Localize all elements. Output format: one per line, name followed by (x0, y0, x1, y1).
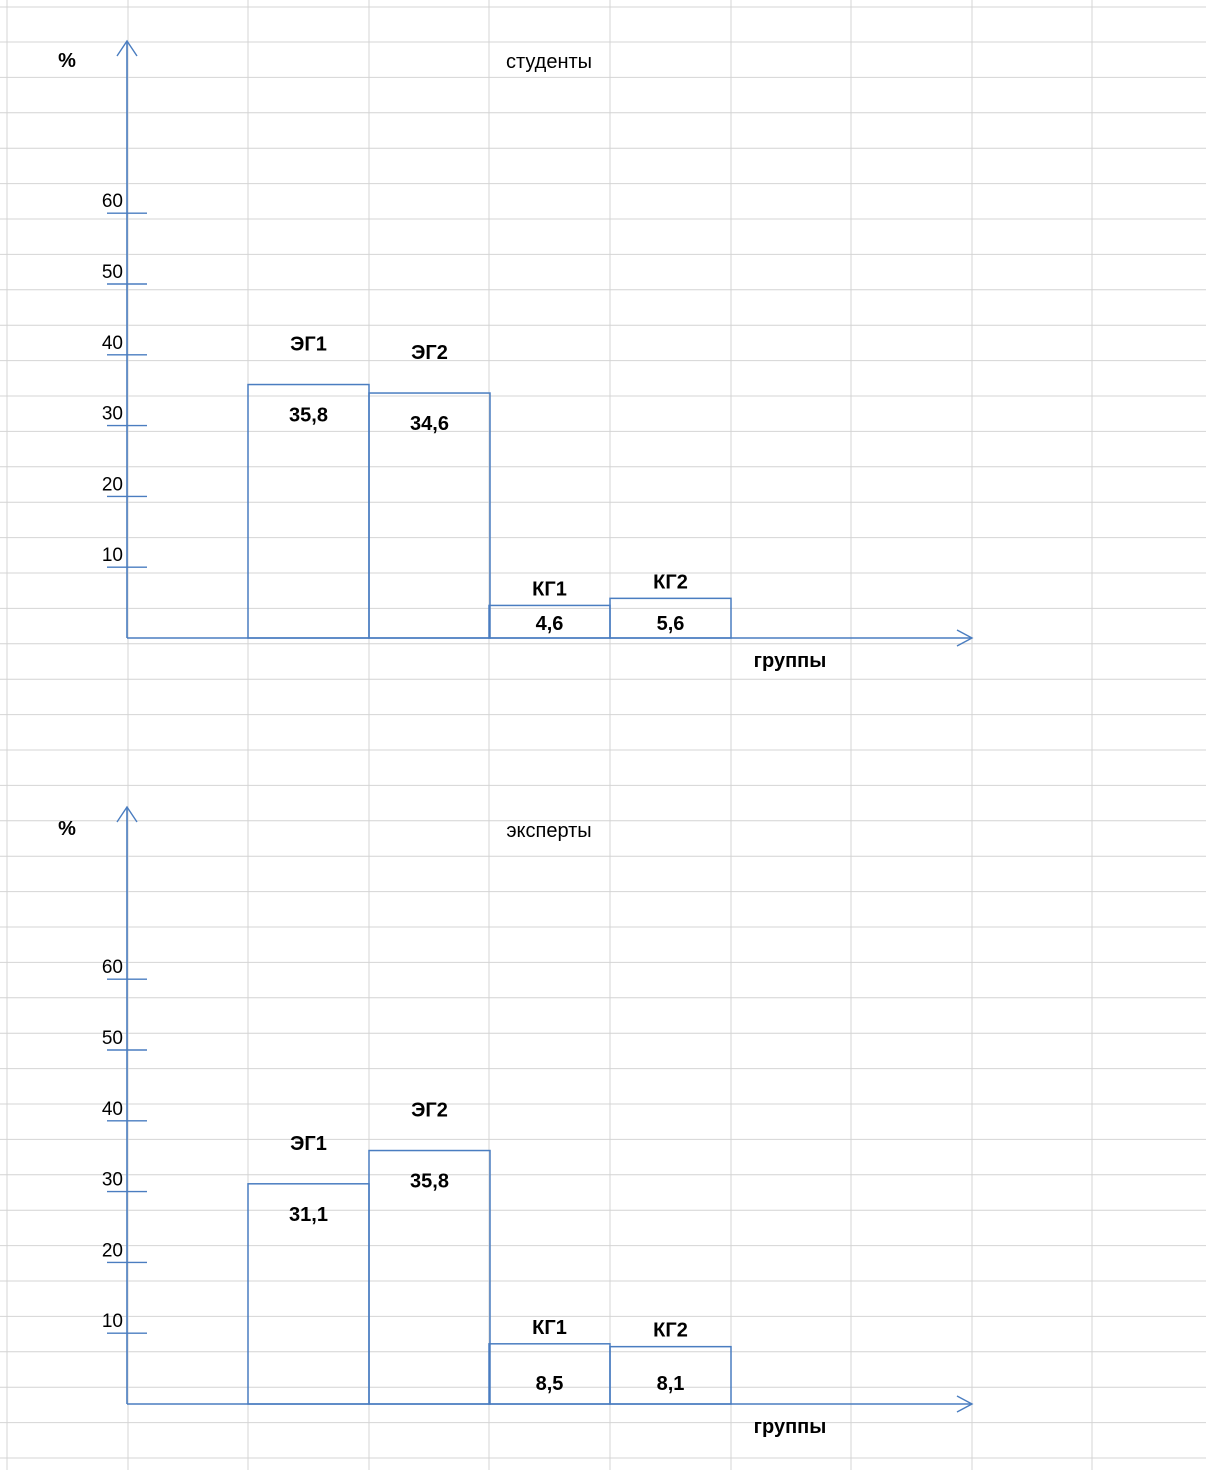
y-tick-label: 10 (102, 1311, 123, 1332)
x-axis-label: группы (754, 1416, 827, 1438)
y-tick-label: 40 (102, 1099, 123, 1120)
bar-КГ2 (609, 597, 732, 639)
bar-value-label: 31,1 (289, 1204, 328, 1226)
bar-value-label: 34,6 (410, 413, 449, 435)
chart-title: эксперты (506, 820, 591, 842)
bar-value-label: 8,5 (536, 1373, 564, 1395)
bar-category-label: КГ2 (653, 571, 688, 593)
bar-value-label: 4,6 (536, 613, 564, 635)
y-axis-label: % (58, 50, 76, 72)
y-tick-label: 20 (102, 1240, 123, 1261)
bar-category-label: КГ1 (532, 578, 567, 600)
y-tick-label: 60 (102, 191, 123, 212)
bar-category-label: ЭГ1 (290, 334, 327, 356)
x-axis-arrow-icon (956, 1395, 974, 1413)
bar-category-label: ЭГ2 (411, 342, 448, 364)
y-tick-label: 10 (102, 545, 123, 566)
y-axis-arrow-icon (116, 805, 138, 823)
bar-value-label: 35,8 (289, 405, 328, 427)
x-axis-label: группы (754, 650, 827, 672)
bar-category-label: ЭГ1 (290, 1133, 327, 1155)
chart-title: студенты (506, 51, 592, 73)
bar-value-label: 8,1 (657, 1373, 685, 1395)
bar-category-label: КГ1 (532, 1317, 567, 1339)
bar-category-label: ЭГ2 (411, 1100, 448, 1122)
bar-category-label: КГ2 (653, 1320, 688, 1342)
y-tick-label: 30 (102, 1170, 123, 1191)
y-tick-label: 40 (102, 333, 123, 354)
chart-experts: эксперты% группы 10 20 30 40 50 60 ЭГ1 31,1 ЭГ2 35,… (58, 805, 974, 1438)
chart-students: студенты% группы 10 20 30 40 50 60 ЭГ1 35,8 ЭГ2 34,… (58, 39, 974, 672)
y-axis-label: % (58, 818, 76, 840)
y-tick-label: 30 (102, 404, 123, 425)
y-tick-label: 50 (102, 262, 123, 283)
y-tick-label: 50 (102, 1028, 123, 1049)
bar-value-label: 35,8 (410, 1171, 449, 1193)
bar-value-label: 5,6 (657, 613, 685, 635)
bar-ЭГ2 (368, 392, 491, 639)
x-axis-arrow-icon (956, 629, 974, 647)
bar-КГ2 (609, 1345, 732, 1405)
y-axis-arrow-icon (116, 39, 138, 57)
y-tick-label: 60 (102, 957, 123, 978)
y-tick-label: 20 (102, 474, 123, 495)
bar-ЭГ2 (368, 1149, 491, 1405)
